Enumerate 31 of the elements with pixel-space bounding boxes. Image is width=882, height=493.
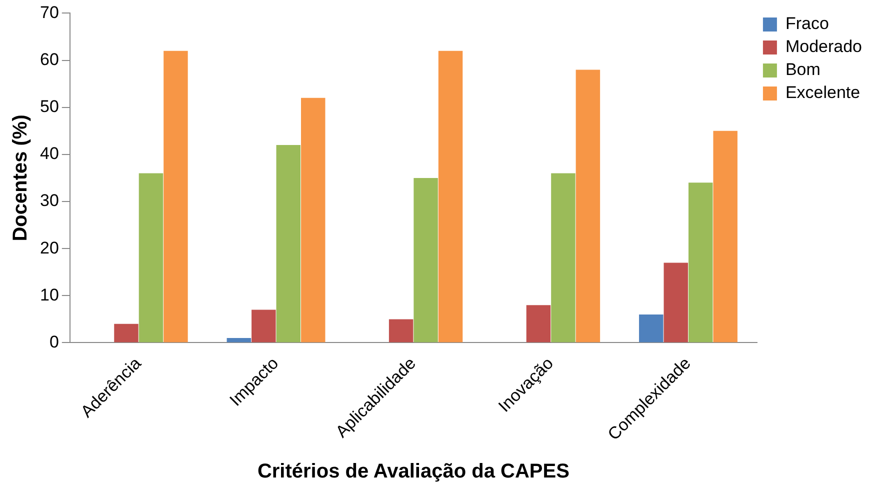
legend-label: Excelente: [785, 83, 860, 102]
bar: [664, 262, 688, 342]
y-tick-label: 50: [40, 97, 59, 116]
legend-label: Fraco: [785, 14, 829, 34]
bar: [388, 319, 414, 342]
y-tick-label: 20: [40, 238, 59, 258]
y-tick-label: 60: [40, 50, 59, 69]
bar: [551, 173, 576, 342]
bar: [639, 314, 664, 342]
bar: [252, 310, 276, 342]
bar: [713, 130, 738, 342]
bar: [226, 338, 252, 342]
bar: [414, 178, 438, 342]
bar: [438, 50, 463, 342]
y-axis-title: Docentes (%): [10, 114, 32, 242]
legend-label: Moderado: [785, 37, 862, 56]
x-axis-title: Critérios de Avaliação da CAPES: [257, 460, 570, 483]
bar: [114, 324, 138, 342]
bar: [276, 145, 301, 342]
bar: [576, 70, 600, 342]
bar: [526, 305, 551, 342]
y-tick-label: 30: [40, 191, 59, 210]
bar: [138, 173, 164, 342]
y-tick-label: 10: [40, 285, 59, 304]
bar: [688, 182, 713, 342]
bar: [164, 50, 188, 342]
y-tick-label: 40: [40, 144, 59, 164]
y-tick-label: 0: [49, 332, 59, 352]
bar: [301, 98, 326, 342]
y-tick-label: 70: [40, 2, 59, 22]
legend-label: Bom: [785, 60, 820, 80]
